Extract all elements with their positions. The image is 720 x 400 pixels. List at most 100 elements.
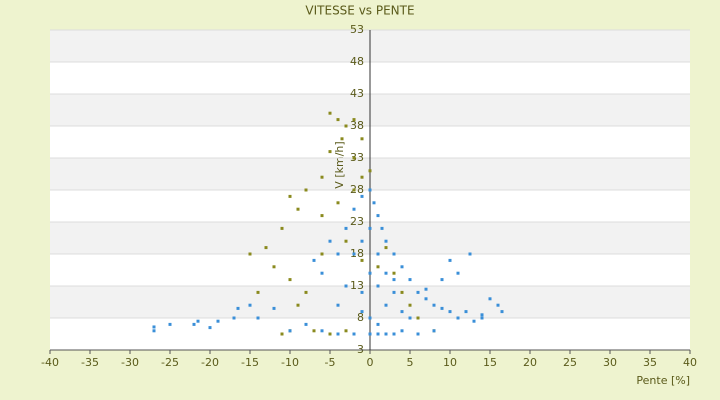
x-tick-label: -40 <box>41 356 59 369</box>
point <box>344 226 348 230</box>
x-axis-title: Pente [%] <box>636 374 690 387</box>
point <box>272 265 276 269</box>
point <box>376 214 380 218</box>
x-tick-label: 15 <box>483 356 497 369</box>
point <box>448 258 452 262</box>
point <box>320 175 324 179</box>
point <box>360 175 364 179</box>
point <box>392 290 396 294</box>
point <box>408 303 412 307</box>
point <box>488 297 492 301</box>
point <box>496 303 500 307</box>
point <box>264 246 268 250</box>
point <box>376 284 380 288</box>
point <box>272 306 276 310</box>
point <box>360 137 364 141</box>
point <box>464 310 468 314</box>
point <box>328 111 332 115</box>
x-tick-label: 30 <box>603 356 617 369</box>
point <box>304 188 308 192</box>
point <box>304 322 308 326</box>
point <box>408 316 412 320</box>
x-tick-label: -35 <box>81 356 99 369</box>
point <box>468 252 472 256</box>
x-tick-label: 20 <box>523 356 537 369</box>
point <box>236 306 240 310</box>
x-tick-label: -30 <box>121 356 139 369</box>
point <box>360 194 364 198</box>
x-tick-label: 5 <box>407 356 414 369</box>
point <box>304 290 308 294</box>
point <box>248 252 252 256</box>
x-tick-label: -25 <box>161 356 179 369</box>
point <box>344 239 348 243</box>
point <box>256 316 260 320</box>
x-tick-label: 35 <box>643 356 657 369</box>
x-tick-label: 25 <box>563 356 577 369</box>
point <box>400 329 404 333</box>
x-tick-label: 10 <box>443 356 457 369</box>
y-tick-label: 48 <box>350 55 364 68</box>
point <box>340 137 344 141</box>
point <box>432 303 436 307</box>
point <box>360 290 364 294</box>
y-tick-label: 28 <box>350 183 364 196</box>
point <box>352 332 356 336</box>
point <box>328 150 332 154</box>
point <box>440 278 444 282</box>
point <box>288 278 292 282</box>
point <box>384 303 388 307</box>
x-tick-label: -10 <box>281 356 299 369</box>
point <box>380 226 384 230</box>
point <box>320 329 324 333</box>
point <box>376 265 380 269</box>
point <box>368 332 372 336</box>
point <box>424 287 428 291</box>
point <box>312 258 316 262</box>
point <box>392 252 396 256</box>
point <box>280 332 284 336</box>
point <box>352 188 356 192</box>
point <box>152 329 156 333</box>
point <box>336 303 340 307</box>
point <box>352 156 356 160</box>
point <box>368 226 372 230</box>
point <box>248 303 252 307</box>
point <box>416 316 420 320</box>
point <box>208 326 212 330</box>
point <box>500 310 504 314</box>
point <box>280 226 284 230</box>
point <box>336 332 340 336</box>
point <box>424 297 428 301</box>
point <box>352 207 356 211</box>
point <box>360 258 364 262</box>
point <box>384 239 388 243</box>
point <box>368 316 372 320</box>
point <box>288 329 292 333</box>
point <box>408 278 412 282</box>
point <box>400 290 404 294</box>
point <box>296 207 300 211</box>
y-tick-label: 53 <box>350 23 364 36</box>
point <box>352 118 356 122</box>
point <box>320 214 324 218</box>
point <box>456 316 460 320</box>
y-tick-label: 43 <box>350 87 364 100</box>
y-tick-label: 13 <box>350 279 364 292</box>
point <box>328 332 332 336</box>
point <box>440 306 444 310</box>
x-tick-label: -5 <box>325 356 336 369</box>
point <box>320 252 324 256</box>
point <box>360 310 364 314</box>
point <box>336 201 340 205</box>
point <box>312 329 316 333</box>
chart-title: VITESSE vs PENTE <box>305 4 414 18</box>
point <box>152 325 156 329</box>
point <box>384 246 388 250</box>
point <box>400 310 404 314</box>
point <box>320 271 324 275</box>
point <box>432 329 436 333</box>
point <box>456 271 460 275</box>
point <box>392 332 396 336</box>
